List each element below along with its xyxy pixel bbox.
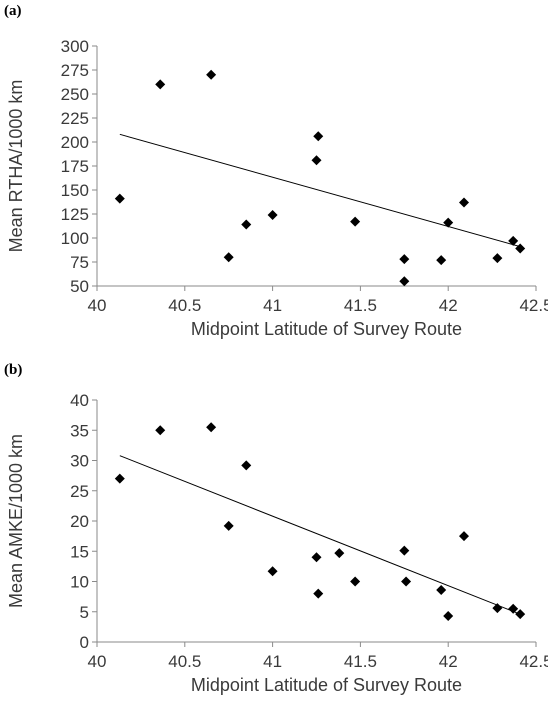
y-tick-label: 25 [70,482,89,501]
data-point [206,69,217,80]
y-tick-label: 0 [80,633,89,652]
y-axis-title: Mean AMKE/1000 km [6,434,26,608]
x-tick-label: 42.5 [519,652,548,671]
y-tick-label: 175 [61,157,89,176]
data-point [267,209,278,220]
data-point [267,566,278,577]
x-axis-title: Midpoint Latitude of Survey Route [191,675,462,695]
data-point [508,235,519,246]
x-tick-label: 41 [263,652,282,671]
y-tick-label: 150 [61,181,89,200]
scatter-chart-amke: 0 5 10 15 20 25 30 35 40 40 40.5 41 41.5 42 42.5 Midpoi… [6,391,548,695]
data-point [492,603,503,614]
data-point [515,243,526,254]
data-point [459,531,470,542]
data-point [155,425,166,436]
data-point [350,576,361,587]
data-point [436,584,447,595]
data-point [436,255,447,266]
x-tick-label: 40.5 [168,296,201,315]
data-point [399,545,410,556]
y-tick-label: 5 [80,603,89,622]
data-point [443,217,454,228]
x-tick-label: 42.5 [519,296,548,315]
data-point [311,552,322,563]
data-point [443,610,454,621]
data-point [350,216,361,227]
y-tick-label: 100 [61,229,89,248]
y-tick-label: 15 [70,542,89,561]
data-point [155,79,166,90]
y-tick-label: 275 [61,61,89,80]
y-tick-label: 20 [70,512,89,531]
data-point [311,155,322,166]
data-point [492,253,503,264]
data-point [114,193,125,204]
data-point [114,473,125,484]
x-tick-label: 41 [263,296,282,315]
x-tick-label: 42 [439,296,458,315]
y-tick-label: 35 [70,421,89,440]
trendline [119,455,521,615]
y-tick-label: 50 [70,277,89,296]
data-point [515,609,526,620]
y-tick-label: 250 [61,85,89,104]
y-axis-title: Mean RTHA/1000 km [6,80,26,253]
x-tick-label: 40 [88,652,107,671]
data-point [313,588,324,599]
y-tick-label: 75 [70,253,89,272]
scatter-chart-rtha: 50 75 100 125 150 175 200 225 250 275 300 40 40.5 41 4… [6,37,548,339]
y-tick-label: 125 [61,205,89,224]
data-point [459,197,470,208]
x-axis-title: Midpoint Latitude of Survey Route [191,319,462,339]
data-point [334,548,345,559]
x-tick-label: 42 [439,652,458,671]
data-point [399,276,410,287]
data-point [401,576,412,587]
y-tick-label: 300 [61,37,89,56]
x-tick-label: 41.5 [344,652,377,671]
x-tick-label: 40 [88,296,107,315]
trendline [119,133,521,248]
data-point [223,252,234,263]
y-tick-label: 10 [70,573,89,592]
data-point [399,254,410,265]
panel-label-a: (a) [4,3,22,19]
data-point [313,131,324,142]
data-point [241,219,252,230]
data-point [508,603,519,614]
y-tick-label: 200 [61,133,89,152]
data-point [206,422,217,433]
y-tick-label: 225 [61,109,89,128]
x-tick-label: 41.5 [344,296,377,315]
data-point [241,460,252,471]
y-tick-label: 40 [70,391,89,410]
y-tick-label: 30 [70,452,89,471]
panel-label-b: (b) [4,362,23,378]
x-tick-label: 40.5 [168,652,201,671]
data-point [223,520,234,531]
